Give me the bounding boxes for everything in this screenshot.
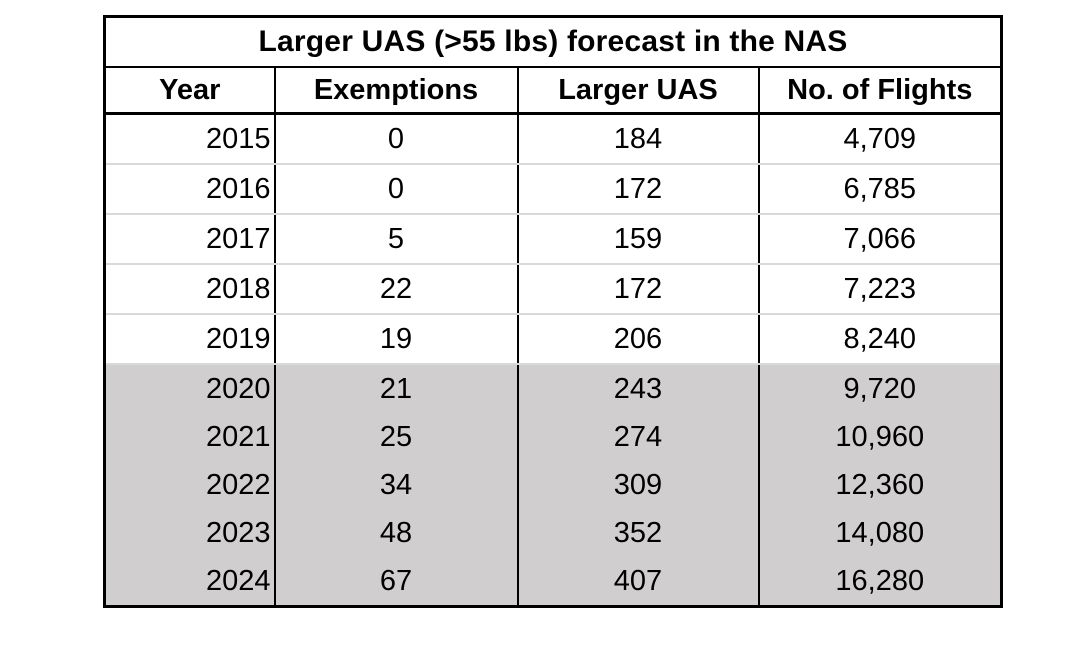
year-cell: 2016 [104,164,275,215]
larger-uas-forecast-table: Larger UAS (>55 lbs) forecast in the NAS… [103,15,1003,608]
flights-cell: 8,240 [757,314,1002,365]
col-header-year: Year [104,67,275,115]
larger-uas-cell: 206 [516,314,759,365]
year-cell: 2024 [104,557,275,607]
table-row-2020-forecast: 2020 21 243 9,720 [104,364,1002,413]
larger-uas-cell: 407 [516,557,759,607]
exemptions-cell: 0 [273,113,518,165]
year-cell: 2015 [104,113,275,165]
table-header-row: Year Exemptions Larger UAS No. of Flight… [104,67,1002,115]
flights-cell: 10,960 [757,413,1002,461]
table-row-2022-forecast: 2022 34 309 12,360 [104,461,1002,509]
flights-cell: 4,709 [757,113,1002,165]
exemptions-cell: 34 [273,461,518,509]
table-row-2018: 2018 22 172 7,223 [104,264,1002,315]
flights-cell: 14,080 [757,509,1002,557]
table-title-row: Larger UAS (>55 lbs) forecast in the NAS [104,16,1002,68]
table-row-2016: 2016 0 172 6,785 [104,164,1002,215]
col-header-exemptions: Exemptions [273,67,518,115]
table-title: Larger UAS (>55 lbs) forecast in the NAS [104,16,1002,68]
year-cell: 2017 [104,214,275,265]
col-header-flights: No. of Flights [757,67,1002,115]
exemptions-cell: 21 [273,364,518,413]
table-row-2024-forecast: 2024 67 407 16,280 [104,557,1002,607]
larger-uas-cell: 159 [516,214,759,265]
flights-cell: 7,223 [757,264,1002,315]
exemptions-cell: 48 [273,509,518,557]
flights-cell: 16,280 [757,557,1002,607]
year-cell: 2023 [104,509,275,557]
forecast-table-container: Larger UAS (>55 lbs) forecast in the NAS… [103,15,1003,608]
year-cell: 2021 [104,413,275,461]
table-row-2017: 2017 5 159 7,066 [104,214,1002,265]
larger-uas-cell: 352 [516,509,759,557]
table-row-2023-forecast: 2023 48 352 14,080 [104,509,1002,557]
exemptions-cell: 19 [273,314,518,365]
exemptions-cell: 67 [273,557,518,607]
larger-uas-cell: 172 [516,264,759,315]
exemptions-cell: 5 [273,214,518,265]
larger-uas-cell: 184 [516,113,759,165]
year-cell: 2019 [104,314,275,365]
larger-uas-cell: 172 [516,164,759,215]
flights-cell: 6,785 [757,164,1002,215]
year-cell: 2022 [104,461,275,509]
table-row-2021-forecast: 2021 25 274 10,960 [104,413,1002,461]
flights-cell: 9,720 [757,364,1002,413]
exemptions-cell: 0 [273,164,518,215]
exemptions-cell: 25 [273,413,518,461]
year-cell: 2018 [104,264,275,315]
larger-uas-cell: 274 [516,413,759,461]
table-row-2015: 2015 0 184 4,709 [104,113,1002,165]
flights-cell: 12,360 [757,461,1002,509]
larger-uas-cell: 243 [516,364,759,413]
flights-cell: 7,066 [757,214,1002,265]
col-header-larger-uas: Larger UAS [516,67,759,115]
year-cell: 2020 [104,364,275,413]
larger-uas-cell: 309 [516,461,759,509]
table-row-2019: 2019 19 206 8,240 [104,314,1002,365]
exemptions-cell: 22 [273,264,518,315]
